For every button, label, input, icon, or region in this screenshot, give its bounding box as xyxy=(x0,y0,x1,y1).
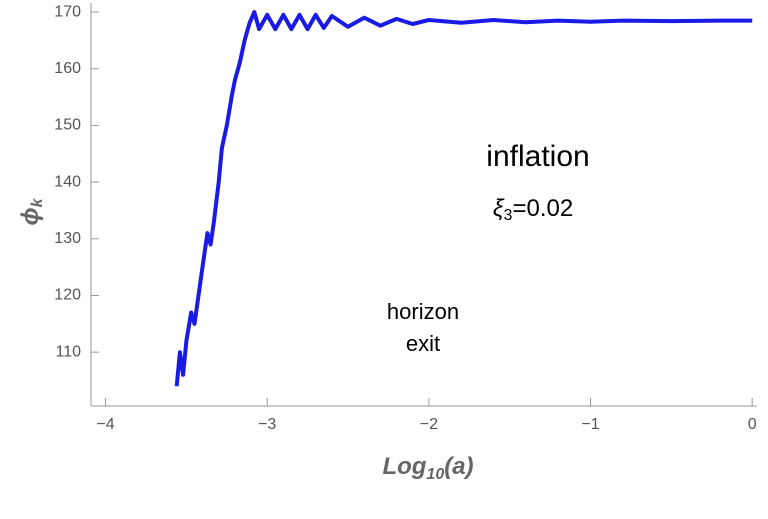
y-tick-label: 160 xyxy=(54,60,81,77)
x-title-rest: (a) xyxy=(444,453,473,480)
y-title-sub: k xyxy=(29,197,46,207)
y-tick-label: 110 xyxy=(55,343,81,360)
x-tick-label: −4 xyxy=(96,416,114,433)
annotation-marker: horizon xyxy=(387,299,459,324)
param-sub: 3 xyxy=(504,207,513,224)
y-tick-label: 130 xyxy=(54,230,81,247)
param-value: =0.02 xyxy=(512,195,573,222)
annotation-marker: exit xyxy=(406,331,440,356)
x-tick-label: −1 xyxy=(581,416,599,433)
x-title-sub: 10 xyxy=(426,466,444,483)
param-symbol: ξ xyxy=(493,195,505,222)
x-tick-label: −2 xyxy=(420,416,438,433)
y-tick-label: 120 xyxy=(54,287,81,304)
x-axis-title: Log10(a) xyxy=(382,453,473,483)
data-line xyxy=(174,10,753,387)
x-title-base: Log xyxy=(382,453,426,480)
y-title-base: ϕ xyxy=(17,207,44,225)
y-axis-title: ϕk xyxy=(17,197,46,225)
x-tick-label: 0 xyxy=(748,416,757,433)
x-tick-label: −3 xyxy=(258,416,276,433)
y-tick-label: 150 xyxy=(54,117,81,134)
y-tick-label: 140 xyxy=(54,173,81,190)
annotation-parameter: ξ3=0.02 xyxy=(493,195,573,224)
y-tick-label: 170 xyxy=(54,3,81,20)
annotation-title: inflation xyxy=(486,140,589,173)
